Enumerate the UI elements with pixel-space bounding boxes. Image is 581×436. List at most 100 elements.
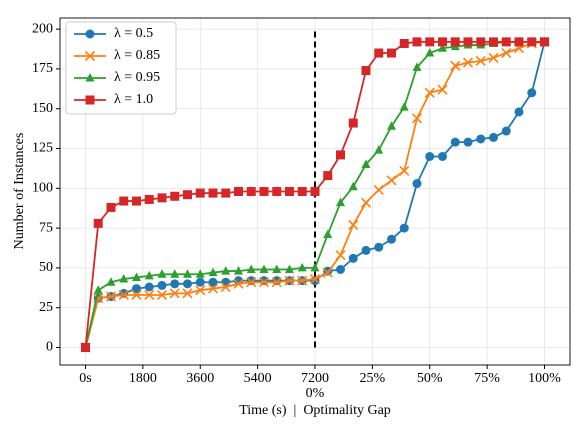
x-tick-label: 50% xyxy=(417,371,443,386)
x-tick-label: 25% xyxy=(360,371,386,386)
marker xyxy=(348,181,358,191)
y-axis-label: Number of Instances xyxy=(12,133,27,250)
marker xyxy=(221,188,231,198)
marker xyxy=(272,276,282,286)
marker xyxy=(144,194,154,204)
x-tick-label: 100% xyxy=(528,371,561,386)
marker xyxy=(361,159,371,168)
marker xyxy=(412,179,422,189)
marker xyxy=(476,37,486,47)
marker xyxy=(348,219,359,230)
marker xyxy=(106,277,116,286)
marker xyxy=(182,288,193,299)
y-tick-label: 25 xyxy=(39,300,53,315)
x-tick-label: 7200 xyxy=(301,371,329,386)
marker xyxy=(258,277,270,288)
marker xyxy=(284,275,295,286)
marker xyxy=(208,188,218,198)
marker xyxy=(387,234,396,244)
marker xyxy=(323,171,333,181)
marker xyxy=(195,285,206,296)
legend-marker xyxy=(84,50,96,62)
marker xyxy=(221,266,231,275)
marker xyxy=(386,175,397,186)
y-tick-label: 100 xyxy=(32,181,53,196)
marker xyxy=(144,282,154,292)
marker xyxy=(412,62,422,71)
marker xyxy=(399,102,409,111)
marker xyxy=(310,262,320,272)
marker xyxy=(373,184,384,195)
marker xyxy=(157,280,167,290)
marker xyxy=(437,84,448,95)
marker xyxy=(450,37,460,47)
marker xyxy=(527,37,537,47)
marker xyxy=(501,126,511,136)
marker xyxy=(462,57,474,68)
marker xyxy=(119,196,129,206)
marker xyxy=(157,269,167,278)
marker xyxy=(323,229,333,238)
marker xyxy=(169,288,180,299)
marker xyxy=(132,272,141,281)
marker xyxy=(246,276,256,286)
marker xyxy=(488,52,499,63)
marker xyxy=(387,48,396,58)
marker xyxy=(207,283,219,294)
marker xyxy=(310,187,320,196)
marker xyxy=(93,285,103,294)
marker xyxy=(438,43,447,52)
marker xyxy=(450,137,460,147)
marker xyxy=(259,264,269,273)
marker xyxy=(450,60,461,71)
marker xyxy=(374,48,384,58)
marker xyxy=(157,193,167,203)
marker xyxy=(399,165,410,176)
marker xyxy=(106,202,116,212)
marker xyxy=(424,87,435,98)
marker xyxy=(285,264,294,273)
marker xyxy=(475,55,486,67)
x-tick-label: 75% xyxy=(474,371,500,386)
y-tick-label: 50 xyxy=(39,260,53,275)
legend-marker xyxy=(85,73,95,82)
marker xyxy=(489,37,498,47)
y-tick-label: 75 xyxy=(39,220,53,235)
marker xyxy=(246,187,256,196)
marker xyxy=(93,218,103,228)
marker xyxy=(374,242,384,252)
y-tick-label: 150 xyxy=(32,101,53,116)
marker xyxy=(411,113,423,124)
marker xyxy=(131,289,142,301)
marker xyxy=(119,274,129,283)
marker xyxy=(501,47,512,59)
marker xyxy=(246,264,256,273)
marker xyxy=(81,342,90,352)
marker xyxy=(272,264,282,273)
marker xyxy=(195,188,205,198)
marker xyxy=(540,37,549,47)
marker xyxy=(322,267,333,278)
marker xyxy=(335,250,346,261)
legend-box xyxy=(65,21,177,115)
marker xyxy=(170,269,180,278)
marker xyxy=(285,187,294,196)
marker xyxy=(336,197,345,207)
x-tick-label: 5400 xyxy=(244,371,272,386)
marker xyxy=(105,291,117,302)
marker xyxy=(144,270,154,280)
marker xyxy=(336,150,345,160)
marker xyxy=(234,266,243,275)
marker xyxy=(348,118,358,128)
marker xyxy=(119,288,129,298)
x-tick-label: 0s xyxy=(79,371,91,386)
marker xyxy=(412,37,422,47)
x-tick-label: 1800 xyxy=(129,371,157,386)
marker xyxy=(309,273,321,285)
marker xyxy=(374,145,384,154)
y-tick-label: 125 xyxy=(32,141,53,156)
marker xyxy=(297,187,307,196)
marker xyxy=(297,275,308,286)
marker xyxy=(183,279,192,289)
